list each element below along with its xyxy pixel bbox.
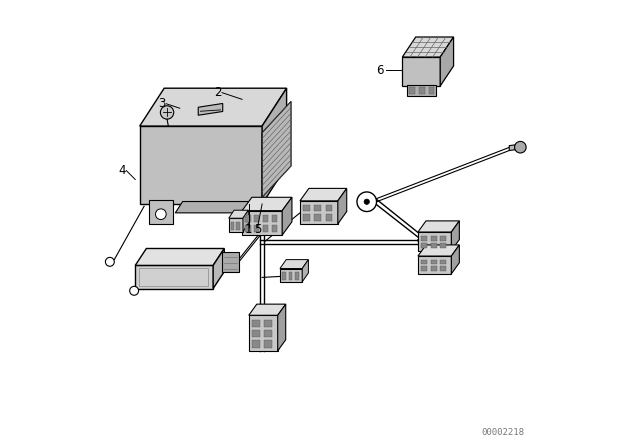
Polygon shape: [418, 232, 451, 251]
Polygon shape: [198, 103, 223, 115]
Polygon shape: [151, 199, 171, 204]
Bar: [252, 319, 260, 327]
Bar: [421, 243, 427, 248]
Polygon shape: [242, 211, 282, 235]
Bar: [264, 340, 272, 348]
Circle shape: [364, 199, 369, 204]
Bar: [303, 214, 310, 221]
Bar: [272, 215, 277, 222]
Bar: [263, 215, 268, 222]
Bar: [314, 205, 321, 211]
Bar: [231, 222, 234, 230]
Bar: [440, 243, 446, 248]
Polygon shape: [300, 201, 338, 224]
Polygon shape: [262, 88, 287, 204]
Polygon shape: [300, 188, 347, 201]
Polygon shape: [451, 245, 460, 274]
Bar: [254, 225, 259, 232]
Bar: [440, 260, 446, 264]
Polygon shape: [451, 221, 460, 251]
Polygon shape: [338, 188, 347, 224]
Bar: [326, 214, 332, 221]
Polygon shape: [213, 249, 224, 289]
Circle shape: [161, 106, 173, 119]
Circle shape: [130, 286, 139, 295]
Bar: [303, 205, 310, 211]
Polygon shape: [280, 260, 308, 268]
Bar: [263, 225, 268, 232]
Polygon shape: [242, 197, 292, 211]
Bar: [272, 225, 277, 232]
Polygon shape: [243, 210, 248, 232]
Bar: [139, 268, 208, 286]
Bar: [245, 225, 250, 232]
Bar: [326, 205, 332, 211]
Polygon shape: [148, 199, 173, 224]
Bar: [421, 260, 427, 264]
Polygon shape: [509, 144, 523, 151]
Bar: [419, 87, 424, 94]
Polygon shape: [418, 245, 460, 256]
Bar: [431, 260, 436, 264]
Bar: [314, 214, 321, 221]
Polygon shape: [222, 252, 239, 271]
Bar: [440, 266, 446, 271]
Polygon shape: [440, 37, 454, 86]
Text: 2: 2: [214, 86, 221, 99]
Bar: [409, 87, 415, 94]
Polygon shape: [228, 210, 248, 218]
Polygon shape: [280, 268, 302, 282]
Bar: [440, 236, 446, 241]
Bar: [289, 272, 292, 280]
Polygon shape: [282, 197, 292, 235]
Polygon shape: [418, 221, 460, 232]
Polygon shape: [407, 85, 436, 96]
Bar: [421, 266, 427, 271]
Bar: [254, 215, 259, 222]
Bar: [295, 272, 298, 280]
Bar: [252, 330, 260, 337]
Polygon shape: [418, 256, 451, 274]
Text: 5: 5: [254, 223, 261, 236]
Circle shape: [357, 192, 376, 211]
Text: 3: 3: [158, 97, 166, 110]
Text: 4: 4: [118, 164, 125, 177]
Polygon shape: [249, 315, 278, 351]
Polygon shape: [135, 265, 213, 289]
Polygon shape: [135, 249, 224, 265]
Circle shape: [515, 142, 526, 153]
Bar: [264, 319, 272, 327]
Bar: [431, 236, 436, 241]
Text: 00002218: 00002218: [481, 428, 524, 437]
Bar: [245, 215, 250, 222]
Polygon shape: [228, 218, 243, 232]
Text: 1: 1: [245, 223, 253, 236]
Circle shape: [156, 209, 166, 220]
Polygon shape: [140, 88, 287, 126]
Bar: [264, 330, 272, 337]
Bar: [431, 243, 436, 248]
Polygon shape: [140, 126, 262, 204]
Bar: [429, 87, 435, 94]
Bar: [431, 266, 436, 271]
Polygon shape: [302, 260, 308, 282]
Bar: [282, 272, 286, 280]
Polygon shape: [278, 304, 285, 351]
Bar: [252, 340, 260, 348]
Polygon shape: [175, 202, 256, 213]
Polygon shape: [403, 37, 454, 57]
Text: 6: 6: [376, 64, 384, 77]
Polygon shape: [262, 101, 291, 197]
Polygon shape: [249, 304, 285, 315]
Bar: [236, 222, 239, 230]
Circle shape: [106, 258, 115, 266]
Polygon shape: [403, 57, 440, 86]
Bar: [421, 236, 427, 241]
